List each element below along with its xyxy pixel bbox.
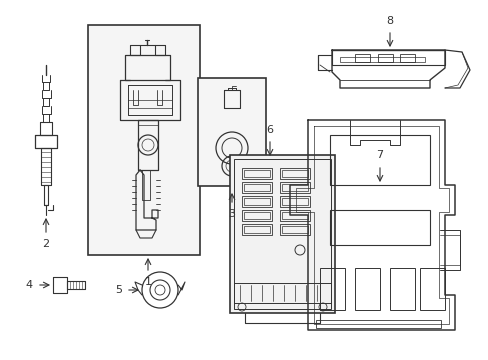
Bar [282, 198, 307, 205]
Text: 6: 6 [266, 125, 273, 135]
Bar [244, 226, 269, 233]
Bar [319, 268, 345, 310]
Bar [244, 212, 269, 219]
Bar [244, 170, 269, 177]
Bar [329, 135, 429, 185]
Bar [282, 184, 307, 191]
Text: 2: 2 [42, 239, 49, 249]
Bar [242, 210, 271, 221]
Bar [244, 198, 269, 205]
Bar [399, 54, 414, 62]
Bar [339, 57, 424, 62]
Bar [234, 159, 330, 309]
Bar [280, 196, 309, 207]
Bar [354, 54, 369, 62]
Text: 3: 3 [228, 209, 235, 219]
Bar [280, 224, 309, 235]
Bar [242, 182, 271, 193]
Bar [229, 155, 334, 313]
Text: 8: 8 [386, 16, 393, 26]
Bar [234, 283, 330, 303]
Bar [198, 78, 265, 186]
Bar [244, 184, 269, 191]
Bar [282, 226, 307, 233]
Bar [242, 224, 271, 235]
Bar [280, 168, 309, 179]
Bar [354, 268, 379, 310]
Bar [329, 210, 429, 245]
Bar [282, 170, 307, 177]
Text: 1: 1 [144, 277, 151, 287]
Bar [280, 210, 309, 221]
Bar [377, 54, 392, 62]
Text: 5: 5 [115, 285, 122, 295]
Bar [280, 182, 309, 193]
Bar [315, 320, 440, 328]
Bar [88, 25, 200, 255]
Bar [282, 212, 307, 219]
Bar [389, 268, 414, 310]
Text: 4: 4 [26, 280, 33, 290]
Bar [242, 196, 271, 207]
Text: 7: 7 [376, 150, 383, 160]
Bar [242, 168, 271, 179]
Bar [419, 268, 444, 310]
